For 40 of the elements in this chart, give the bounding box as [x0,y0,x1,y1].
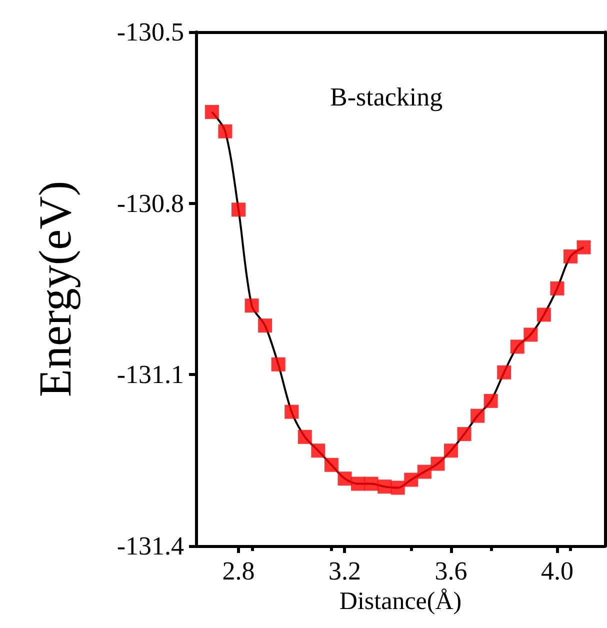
point [218,124,232,138]
point [258,318,272,333]
x-tick-label: 3.2 [328,556,361,586]
point [204,104,219,119]
point [324,458,338,472]
point [563,249,578,264]
x-tick-label: 2.8 [222,556,255,586]
point [470,408,485,423]
point [378,480,392,494]
point [311,444,326,458]
point [298,430,312,444]
point [271,357,286,372]
y-tick-label: -130.8 [116,188,184,218]
point [576,240,591,254]
point [284,404,299,419]
point [430,456,445,471]
point [484,394,498,408]
point [510,340,524,354]
point [390,480,405,495]
y-tick-label: -131.1 [116,360,184,390]
annotation: B-stacking [330,82,443,112]
point [457,427,472,442]
point [244,298,259,313]
x-tick-label: 4.0 [540,556,574,586]
point [497,365,512,380]
point [417,464,432,479]
point [536,308,551,322]
x-tick-label: 3.6 [434,556,468,586]
y-tick-label: -130.5 [116,18,184,46]
point [524,328,538,342]
point [550,281,564,296]
point [444,444,458,458]
point [404,472,418,487]
point [364,476,378,491]
y-axis-title: Energy(eV) [30,180,80,398]
point [338,472,352,486]
y-tick-label: -131.4 [116,532,184,560]
point [231,202,246,217]
point [351,476,366,491]
x-axis-title: Distance(Å) [339,588,462,615]
